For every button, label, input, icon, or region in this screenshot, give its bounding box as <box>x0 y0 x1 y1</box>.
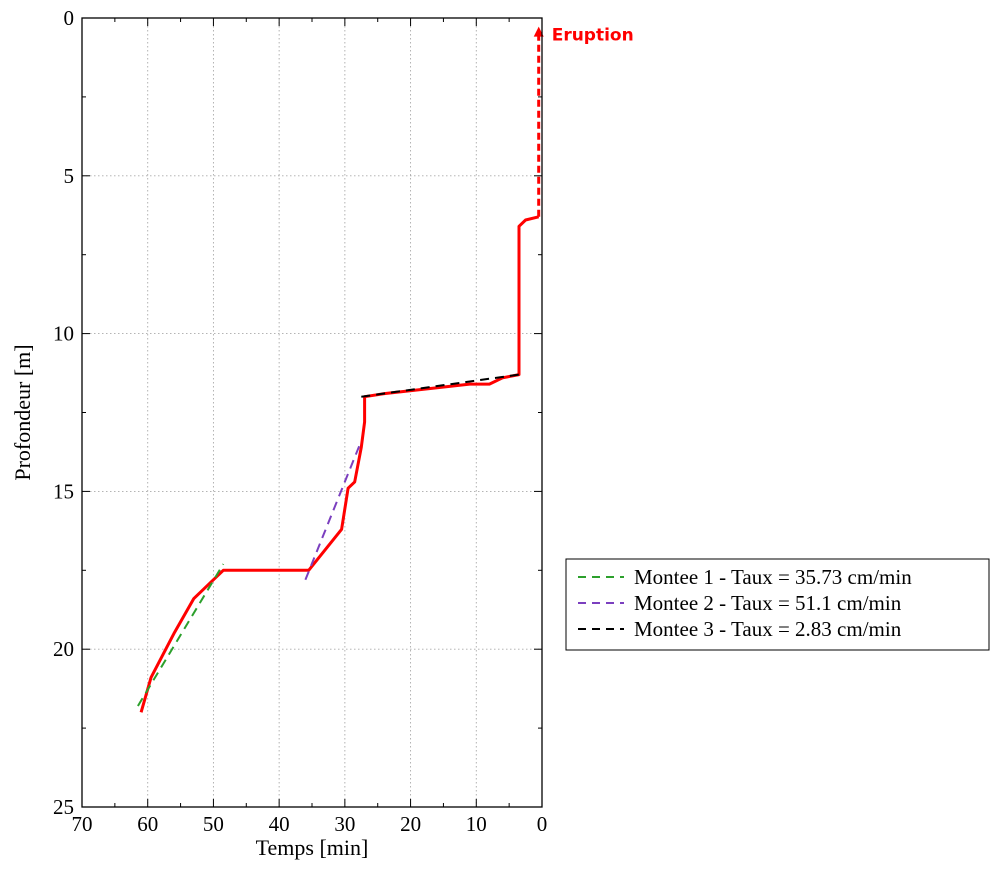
legend-label: Montee 3 - Taux = 2.83 cm/min <box>634 617 902 641</box>
x-tick-label: 20 <box>400 812 421 836</box>
eruption-label: Eruption <box>552 26 634 46</box>
x-tick-label: 70 <box>72 812 93 836</box>
y-tick-label: 5 <box>64 164 75 188</box>
y-tick-label: 20 <box>53 637 74 661</box>
legend-label: Montee 1 - Taux = 35.73 cm/min <box>634 565 912 589</box>
y-tick-label: 15 <box>53 479 74 503</box>
x-tick-label: 10 <box>466 812 487 836</box>
x-axis-title: Temps [min] <box>256 835 369 860</box>
x-tick-label: 0 <box>537 812 548 836</box>
x-tick-label: 50 <box>203 812 224 836</box>
series-line-1 <box>139 215 540 713</box>
eruption-arrowhead <box>533 26 544 37</box>
grid <box>81 17 543 808</box>
legend-label: Montee 2 - Taux = 51.1 cm/min <box>634 591 902 615</box>
series-line-4 <box>304 440 363 581</box>
series-layer <box>137 30 541 713</box>
series-line-3 <box>137 563 225 707</box>
y-tick-label: 0 <box>64 6 75 30</box>
y-tick-label: 10 <box>53 322 74 346</box>
ticks: 70 60 50 40 30 20 10 0 0 5 10 15 20 25 <box>53 6 547 836</box>
series-line-5 <box>361 373 520 398</box>
x-tick-label: 30 <box>334 812 355 836</box>
plot-frame <box>81 17 543 808</box>
y-tick-label: 25 <box>53 795 74 819</box>
y-axis-title: Profondeur [m] <box>10 344 35 480</box>
annotation-layer: Eruption <box>533 26 634 46</box>
x-tick-label: 40 <box>269 812 290 836</box>
x-tick-label: 60 <box>137 812 158 836</box>
legend-box <box>565 558 990 651</box>
